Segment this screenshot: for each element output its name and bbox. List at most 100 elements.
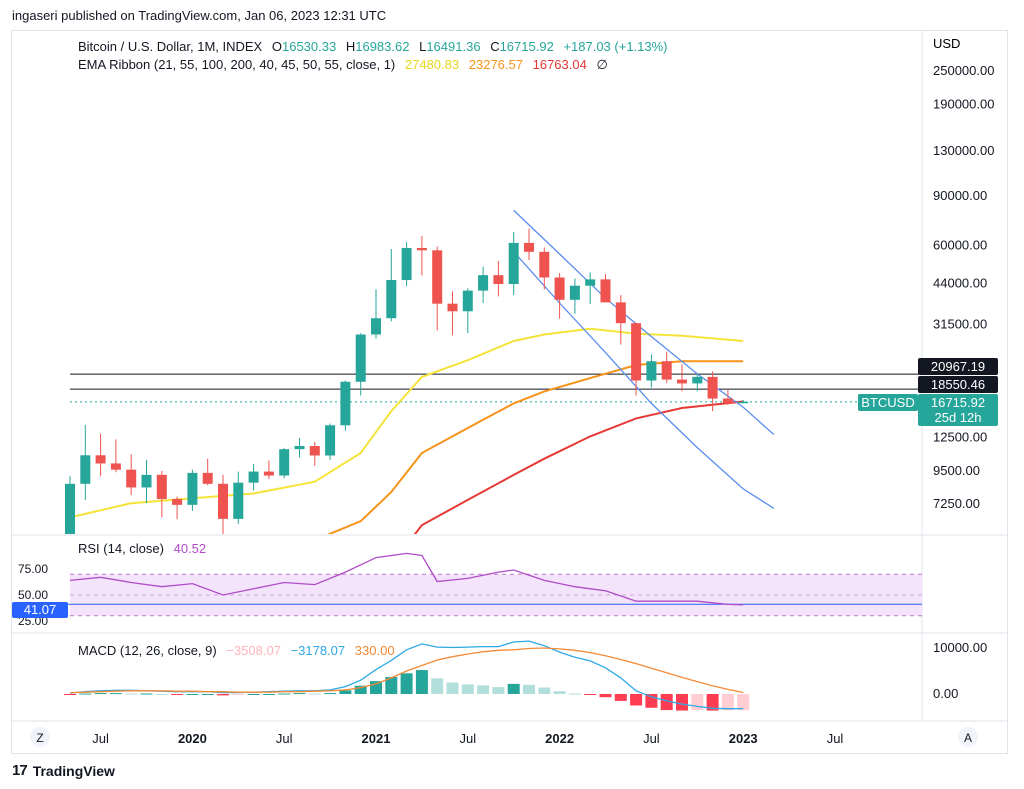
macd-histogram-bar — [171, 694, 184, 695]
macd-histogram-bar — [155, 694, 168, 695]
candle-body — [156, 474, 167, 500]
macd-histogram-bar — [385, 676, 398, 694]
footer-brand: 17 TradingView — [12, 762, 115, 779]
time-tick: 2023 — [729, 731, 758, 746]
time-tick: 2022 — [545, 731, 574, 746]
macd-histogram-bar — [461, 684, 474, 694]
level-low-label[interactable]: 18550.46 — [918, 376, 998, 393]
price-tick: 130000.00 — [933, 143, 994, 158]
candle-body — [432, 250, 443, 304]
auto-button-text: A — [964, 731, 972, 745]
rsi-tick: 75.00 — [18, 562, 48, 576]
legend-ema-v1: 27480.83 — [405, 57, 459, 72]
legend-o-value: 16530.33 — [282, 39, 336, 54]
time-axis-scale-button[interactable]: Z — [30, 727, 50, 747]
signal-line — [69, 647, 744, 694]
symbol-price-label[interactable]: BTCUSD 16715.92 25d 12h — [858, 394, 998, 426]
macd-pane[interactable] — [64, 640, 750, 711]
candle-body — [294, 445, 305, 450]
macd-histogram-bar — [737, 694, 750, 711]
price-pane[interactable] — [65, 209, 922, 589]
candle-body — [279, 449, 290, 476]
time-tick: Jul — [827, 731, 844, 746]
macd-histogram-bar — [538, 687, 551, 694]
macd-histogram-bar — [217, 694, 229, 696]
legend-symbol-line: Bitcoin / U.S. Dollar, 1M, INDEX O16530.… — [78, 39, 668, 54]
legend-change: +187.03 (+1.13%) — [563, 39, 667, 54]
candle-body — [707, 376, 718, 399]
macd-histogram-bar — [415, 670, 428, 694]
macd-hist-value: −3508.07 — [226, 643, 281, 658]
rsi-legend: RSI (14, close) 40.52 — [78, 541, 206, 556]
level-high-badge — [918, 358, 998, 375]
macd-line-value: −3178.07 — [291, 643, 346, 658]
candle-body — [722, 398, 733, 404]
time-tick: 2021 — [362, 731, 391, 746]
candle-body — [110, 463, 121, 470]
candle-body — [202, 472, 213, 484]
legend-symbol-name: Bitcoin / U.S. Dollar, 1M, INDEX — [78, 39, 263, 54]
macd-histogram-bar — [278, 693, 291, 695]
time-tick: Jul — [92, 731, 109, 746]
macd-tick: 10000.00 — [933, 640, 987, 655]
macd-histogram-bar — [94, 693, 107, 695]
candle-body — [325, 425, 336, 456]
auto-button-bg — [958, 727, 978, 747]
candle-body — [218, 483, 228, 519]
candle-body — [65, 483, 75, 534]
candle-body — [401, 248, 412, 281]
macd-histogram-bar — [676, 694, 688, 711]
macd-histogram-bar — [79, 693, 92, 695]
legend-c-value: 16715.92 — [500, 39, 554, 54]
symbol-badge-text: BTCUSD — [861, 395, 914, 410]
candle-body — [493, 275, 504, 285]
candle-body — [508, 242, 519, 285]
level-high-label[interactable]: 20967.19 — [918, 358, 998, 375]
macd-histogram-bar — [232, 694, 245, 695]
rsi-label: RSI (14, close) — [78, 541, 164, 556]
rsi-badge-text: 41.07 — [24, 602, 57, 617]
bar-countdown: 25d 12h — [935, 410, 982, 425]
candle-body — [309, 445, 320, 456]
legend-l-label: L — [419, 39, 426, 54]
legend-ema-v3: 16763.04 — [533, 57, 587, 72]
macd-histogram-bar — [721, 694, 734, 711]
candle-body — [692, 376, 703, 384]
macd-label: MACD (12, 26, close, 9) — [78, 643, 217, 658]
candle-body — [738, 401, 749, 404]
legend-o-label: O — [272, 39, 282, 54]
macd-histogram-bar — [140, 693, 153, 695]
macd-histogram-bar — [109, 693, 122, 695]
macd-histogram-bar — [370, 681, 382, 694]
macd-histogram-bar — [125, 693, 138, 695]
candle-body — [615, 302, 626, 324]
candle-body — [661, 361, 672, 380]
legend-h-value: 16983.62 — [355, 39, 409, 54]
level-low-value: 18550.46 — [931, 377, 985, 392]
time-tick: Jul — [643, 731, 660, 746]
candle-body — [95, 455, 106, 464]
price-tick: 12500.00 — [933, 429, 987, 444]
chart-frame[interactable]: 250000.00 190000.00 130000.00 90000.00 60000… — [11, 30, 1008, 754]
candle-body — [126, 469, 137, 488]
chart-svg[interactable]: 250000.00 190000.00 130000.00 90000.00 60000… — [12, 31, 1007, 753]
legend-ema-v2: 23276.57 — [469, 57, 523, 72]
published-caption: ingaseri published on TradingView.com, J… — [12, 8, 387, 23]
candle-body — [677, 379, 687, 384]
macd-histogram-bar — [201, 694, 214, 695]
rsi-pane[interactable] — [12, 552, 922, 617]
ema-fast-line — [69, 327, 744, 519]
macd-histogram-bar — [630, 694, 643, 706]
candle-body — [248, 471, 259, 483]
price-tick: 60000.00 — [933, 238, 987, 253]
legend-l-value: 16491.36 — [426, 39, 480, 54]
macd-histogram-bar — [186, 694, 199, 695]
macd-histogram-bar — [262, 694, 275, 695]
rsi-badge-bg — [12, 602, 68, 618]
candle-body — [585, 279, 596, 286]
candle-body — [569, 285, 580, 300]
macd-legend: MACD (12, 26, close, 9) −3508.07 −3178.0… — [78, 643, 395, 658]
macd-histogram-bar — [507, 683, 520, 694]
macd-signal-value: 330.00 — [355, 643, 395, 658]
auto-scale-button[interactable]: A — [958, 727, 978, 747]
